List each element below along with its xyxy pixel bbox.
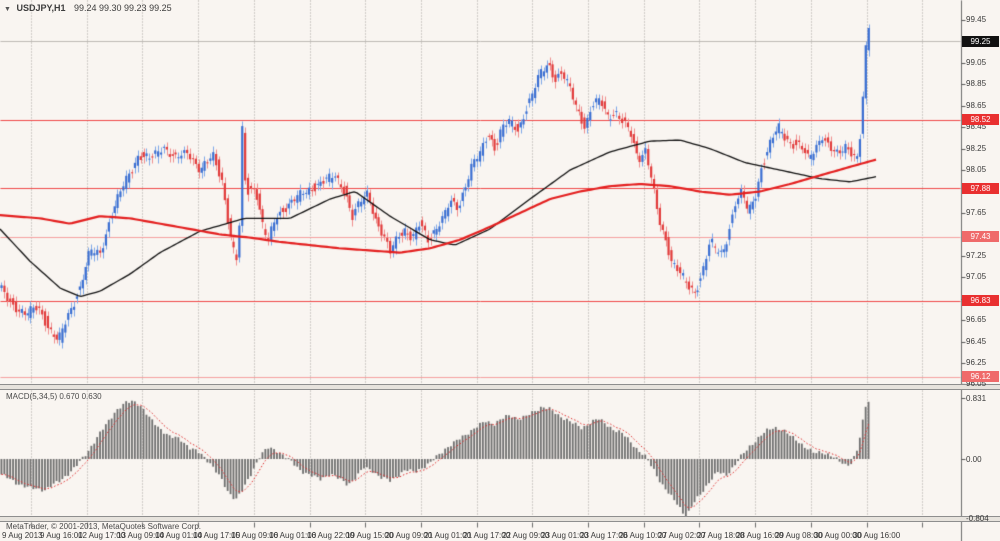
symbol-timeframe-label: USDJPY,H1 <box>16 3 66 13</box>
macd-axis[interactable]: 0.831 0.00 -0.804 <box>961 388 1000 523</box>
symbol-dropdown-caret-icon[interactable]: ▼ <box>4 6 11 13</box>
time-tick-label: 20 Aug 09:00 <box>385 531 433 540</box>
time-tick-label: 15 Aug 09:00 <box>231 531 279 540</box>
price-level-box: 96.83 <box>962 295 999 307</box>
macd-axis-min-label: -0.804 <box>966 513 989 523</box>
pane-splitter-price-macd[interactable] <box>0 384 1000 390</box>
ohlc-readout: 99.24 99.30 99.23 99.25 <box>74 3 172 13</box>
pane-splitter-macd-timeline[interactable] <box>0 516 1000 522</box>
current-price-box: 99.25 <box>962 35 999 47</box>
indicator-label: MACD(5,34,5) 0.670 0.630 <box>6 392 102 401</box>
time-tick-label: 28 Aug 16:00 <box>736 531 784 540</box>
time-tick-label: 26 Aug 10:00 <box>619 531 667 540</box>
time-tick-label: 27 Aug 18:00 <box>697 531 745 540</box>
price-tick-label: 97.05 <box>966 272 987 282</box>
price-tick-label: 96.65 <box>966 315 987 325</box>
time-tick-label: 21 Aug 17:00 <box>463 531 511 540</box>
time-tick-label: 9 Aug 2013 <box>2 531 43 540</box>
macd-axis-zero-label: 0.00 <box>966 455 982 464</box>
time-tick-label: 9 Aug 16:00 <box>40 531 83 540</box>
time-tick-label: 30 Aug 00:00 <box>814 531 862 540</box>
price-tick-label: 99.05 <box>966 57 987 67</box>
price-tick-label: 97.65 <box>966 207 987 217</box>
price-tick-label: 99.45 <box>966 15 987 24</box>
price-tick-label: 98.45 <box>966 122 987 132</box>
price-tick-label: 98.05 <box>966 165 987 175</box>
price-tick-label: 98.65 <box>966 100 987 110</box>
time-tick-label: 27 Aug 02:00 <box>658 531 706 540</box>
time-tick-label: 23 Aug 01:00 <box>541 531 589 540</box>
time-tick-label: 12 Aug 17:00 <box>78 531 126 540</box>
price-axis[interactable]: 99.45 99.05 98.85 98.65 98.45 98.25 98.05 97.65… <box>961 0 1000 516</box>
macd-axis-max-label: 0.831 <box>966 394 987 404</box>
time-tick-label: 30 Aug 16:00 <box>853 531 901 540</box>
time-tick-label: 21 Aug 01:00 <box>424 531 472 540</box>
price-tick-label: 97.25 <box>966 250 987 260</box>
price-tick-label: 96.25 <box>966 358 987 368</box>
price-tick-label: 96.05 <box>966 379 987 389</box>
time-axis[interactable]: MetaTrader, © 2001-2013, MetaQuotes Soft… <box>0 522 1000 541</box>
time-tick-label: 23 Aug 17:00 <box>580 531 628 540</box>
time-tick-label: 14 Aug 01:00 <box>155 531 203 540</box>
price-level-box: 98.52 <box>962 114 999 126</box>
time-tick-label: 13 Aug 09:00 <box>117 531 165 540</box>
price-tick-label: 96.45 <box>966 336 987 346</box>
price-level-box: 96.12 <box>962 371 999 383</box>
time-tick-label: 19 Aug 15:00 <box>346 531 394 540</box>
time-tick-label: 16 Aug 01:00 <box>269 531 317 540</box>
chart-header: ▼ USDJPY,H1 99.24 99.30 99.23 99.25 <box>4 3 172 13</box>
price-level-box: 97.43 <box>962 231 999 243</box>
price-level-box: 97.88 <box>962 182 999 194</box>
time-tick-label: 16 Aug 22:00 <box>307 531 355 540</box>
price-tick-label: 98.25 <box>966 143 987 153</box>
price-tick-label: 98.85 <box>966 79 987 89</box>
time-tick-label: 29 Aug 08:00 <box>775 531 823 540</box>
time-tick-label: 14 Aug 17:00 <box>193 531 241 540</box>
time-tick-label: 22 Aug 09:00 <box>502 531 550 540</box>
copyright-label: MetaTrader, © 2001-2013, MetaQuotes Soft… <box>6 522 202 531</box>
